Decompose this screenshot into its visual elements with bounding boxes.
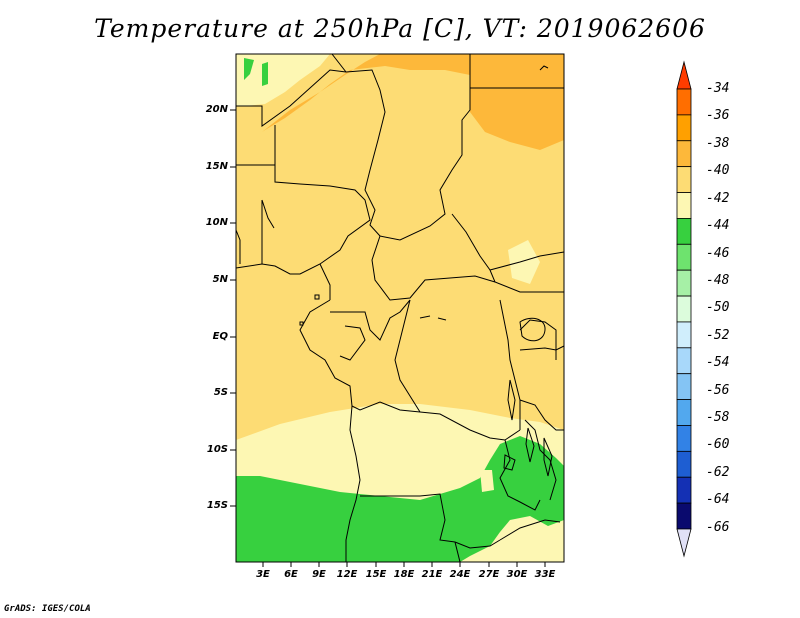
lon-label-24e: 24E	[449, 569, 471, 580]
colorbar-label: -56	[706, 383, 730, 398]
colorbar-segment	[676, 321, 692, 349]
lat-label-15s: 15S	[206, 500, 228, 511]
colorbar-segment	[676, 192, 692, 219]
lat-label-10s: 10S	[206, 444, 228, 455]
colorbar-segment	[676, 114, 692, 142]
colorbar-segment	[676, 218, 692, 245]
band-minus42-se	[490, 528, 564, 562]
lon-label-3e: 3E	[256, 569, 270, 580]
colorbar-label: -36	[706, 108, 730, 123]
band-minus42-e	[508, 240, 540, 284]
colorbar-segment	[676, 347, 692, 375]
colorbar-label: -58	[706, 410, 730, 425]
band-minus38-n	[262, 54, 470, 132]
lon-label-12e: 12E	[336, 569, 358, 580]
lon-label-30e: 30E	[506, 569, 528, 580]
band-minus44-nw	[244, 58, 268, 86]
colorbar-label: -62	[706, 465, 730, 480]
lat-label-15n: 15N	[205, 161, 228, 172]
colorbar-label: -48	[706, 273, 730, 288]
lon-label-21e: 21E	[421, 569, 443, 580]
colorbar-label: -66	[706, 520, 730, 535]
lat-ticks	[230, 109, 236, 507]
colorbar-label: -52	[706, 328, 730, 343]
band-minus42-nw	[236, 54, 330, 106]
colorbar-bottom-arrow	[676, 528, 692, 558]
lon-label-27e: 27E	[478, 569, 500, 580]
colorbar-segment	[676, 502, 692, 530]
colorbar-segment	[676, 88, 692, 116]
colorbar-label: -64	[706, 492, 730, 507]
colorbar-segment	[676, 166, 692, 193]
colorbar-segment	[676, 450, 692, 478]
colorbar-label: -60	[706, 437, 730, 452]
colorbar-top-arrow	[676, 60, 692, 90]
colorbar-segment	[676, 269, 692, 297]
colorbar-label: -38	[706, 136, 730, 151]
colorbar-segment	[676, 399, 692, 426]
lon-label-33e: 33E	[534, 569, 556, 580]
colorbar-segment	[676, 295, 692, 323]
colorbar-segment	[676, 373, 692, 400]
lon-label-15e: 15E	[365, 569, 387, 580]
lat-label-10n: 10N	[205, 217, 228, 228]
map-title: Temperature at 250hPa [C], VT: 201906260…	[94, 14, 706, 43]
colorbar-segment	[676, 476, 692, 504]
colorbar-label: -42	[706, 191, 730, 206]
band-minus38-ne	[470, 54, 564, 150]
lat-label-5s: 5S	[213, 387, 228, 398]
lat-label-eq: EQ	[212, 331, 228, 342]
band-minus44-s	[236, 436, 564, 562]
lat-label-20n: 20N	[205, 104, 228, 115]
lon-label-18e: 18E	[393, 569, 415, 580]
lon-ticks	[262, 562, 546, 567]
colorbar-label: -44	[706, 218, 730, 233]
grads-credit: GrADS: IGES/COLA	[4, 604, 91, 614]
lakes	[503, 317, 553, 477]
map-frame	[235, 53, 565, 563]
colorbar-label: -50	[706, 300, 730, 315]
lon-label-6e: 6E	[284, 569, 298, 580]
colorbar-label: -46	[706, 246, 730, 261]
colorbar-label: -40	[706, 163, 730, 178]
colorbar-segment	[676, 140, 692, 168]
lat-label-5n: 5N	[212, 274, 228, 285]
colorbar-segment	[676, 425, 692, 452]
colorbar	[676, 60, 692, 558]
colorbar-label: -54	[706, 355, 730, 370]
colorbar-label: -34	[706, 81, 730, 96]
lon-label-9e: 9E	[312, 569, 326, 580]
colorbar-segment	[676, 243, 692, 271]
country-borders	[235, 53, 565, 563]
islands	[299, 65, 549, 326]
